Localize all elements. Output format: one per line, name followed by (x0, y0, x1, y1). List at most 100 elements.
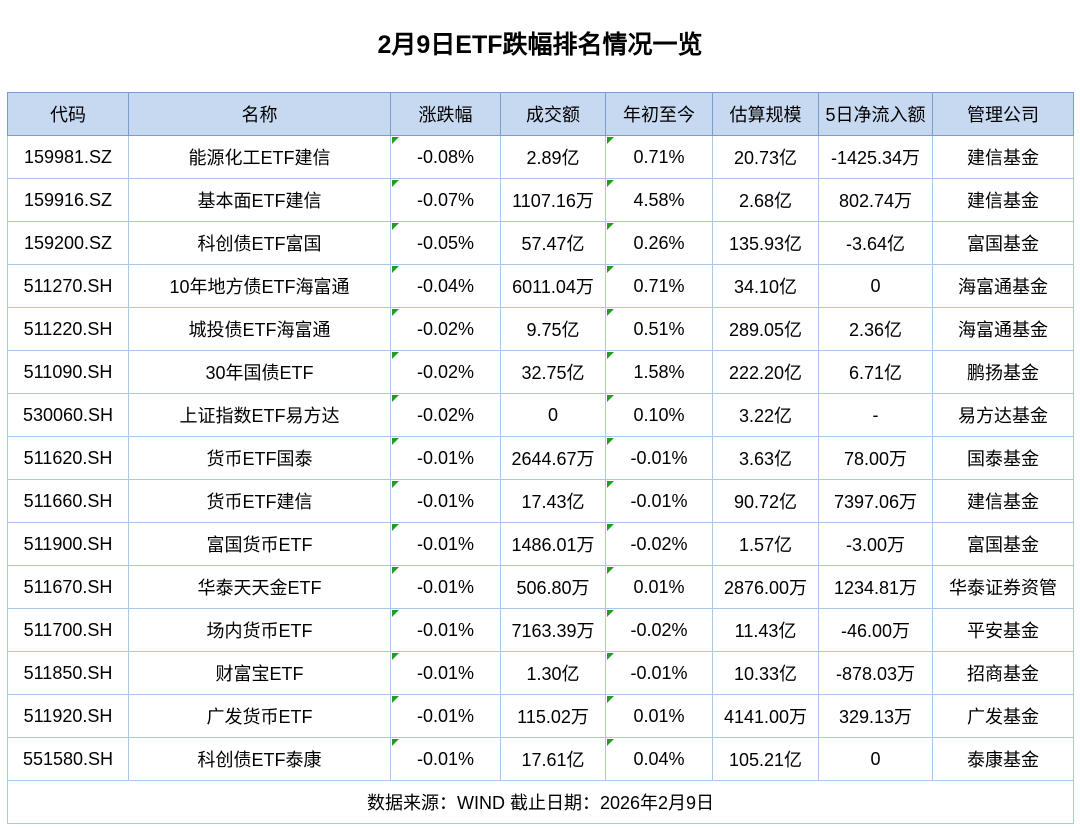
green-triangle-icon (607, 352, 614, 359)
table-cell: 招商基金 (932, 651, 1074, 695)
table-cell: 广发货币ETF (128, 694, 391, 738)
table-row: 511090.SH 30年国债ETF -0.02% 32.75亿 1.58% 222.20… (7, 350, 1074, 394)
green-triangle-icon (607, 137, 614, 144)
cell-value: -878.03万 (835, 664, 916, 684)
table-cell: -0.01% (605, 651, 713, 695)
table-cell: 2876.00万 (712, 565, 819, 609)
cell-value: 6011.04万 (512, 277, 594, 297)
cell-value: 科创债ETF富国 (197, 234, 322, 254)
table-cell: 基本面ETF建信 (128, 178, 391, 222)
cell-value: -0.01% (416, 619, 475, 640)
cell-value: 511660.SH (23, 490, 113, 511)
table-cell: 城投债ETF海富通 (128, 307, 391, 351)
cell-value: 1.30亿 (526, 664, 580, 684)
cell-value: 30年国债ETF (205, 363, 314, 383)
header-row: 代码 名称 涨跌幅 成交额 年初至今 估算规模 5日净流入额 管理公司 (7, 92, 1074, 136)
green-triangle-icon (607, 653, 614, 660)
table-cell: 511850.SH (7, 651, 129, 695)
table-cell: 802.74万 (818, 178, 933, 222)
cell-value: -0.01% (416, 576, 475, 597)
table-cell: 货币ETF建信 (128, 479, 391, 523)
cell-value: -3.00万 (845, 535, 906, 555)
cell-value: 511220.SH (23, 318, 113, 339)
table-cell: -0.02% (605, 522, 713, 566)
cell-value: 511700.SH (23, 619, 113, 640)
table-cell: 海富通基金 (932, 307, 1074, 351)
cell-value: 159916.SZ (23, 189, 113, 210)
cell-value: 0.01% (633, 576, 685, 597)
table-cell: 0.04% (605, 737, 713, 781)
table-cell: 0.51% (605, 307, 713, 351)
table-cell: 6.71亿 (818, 350, 933, 394)
table-cell: 建信基金 (932, 479, 1074, 523)
table-cell: 0 (818, 737, 933, 781)
column-header: 涨跌幅 (390, 92, 501, 136)
cell-value: -0.07% (416, 189, 475, 210)
green-triangle-icon (392, 180, 399, 187)
cell-value: 货币ETF国泰 (206, 449, 313, 469)
cell-value: 海富通基金 (958, 277, 1048, 297)
cell-value: 富国基金 (967, 234, 1039, 254)
table-cell: 511700.SH (7, 608, 129, 652)
cell-value: -0.01% (416, 490, 475, 511)
cell-value: 平安基金 (967, 621, 1039, 641)
cell-value: -0.01% (416, 533, 475, 554)
table-cell: 159916.SZ (7, 178, 129, 222)
green-triangle-icon (607, 481, 614, 488)
cell-value: 0.71% (633, 146, 685, 167)
table-cell: -0.01% (605, 436, 713, 480)
table-cell: 11.43亿 (712, 608, 819, 652)
table-cell: 货币ETF国泰 (128, 436, 391, 480)
table-cell: 159200.SZ (7, 221, 129, 265)
cell-value: 222.20亿 (728, 363, 803, 383)
cell-value: 泰康基金 (967, 750, 1039, 770)
table-cell: 0 (818, 264, 933, 308)
column-header: 5日净流入额 (818, 92, 933, 136)
table-cell: 3.22亿 (712, 393, 819, 437)
table-cell: 华泰证券资管 (932, 565, 1074, 609)
table-cell: 1107.16万 (500, 178, 606, 222)
cell-value: 0.04% (633, 748, 685, 769)
column-header: 代码 (7, 92, 129, 136)
cell-value: 科创债ETF泰康 (197, 750, 322, 770)
cell-value: 511850.SH (23, 662, 113, 683)
cell-value: 0.51% (633, 318, 685, 339)
table-cell: 富国货币ETF (128, 522, 391, 566)
table-cell: -0.04% (390, 264, 501, 308)
table-cell: 鹏扬基金 (932, 350, 1074, 394)
table-row: 511660.SH 货币ETF建信 -0.01% 17.43亿 -0.01% 90.72亿… (7, 479, 1074, 523)
table-cell: 530060.SH (7, 393, 129, 437)
cell-value: 易方达基金 (958, 406, 1048, 426)
cell-value: 1.57亿 (738, 535, 793, 555)
table-row: 511700.SH 场内货币ETF -0.01% 7163.39万 -0.02% 11.4… (7, 608, 1074, 652)
table-cell: 富国基金 (932, 221, 1074, 265)
table-cell: 78.00万 (818, 436, 933, 480)
cell-value: 20.73亿 (733, 148, 798, 168)
cell-value: 10.33亿 (733, 664, 798, 684)
cell-value: -1425.34万 (830, 148, 921, 168)
cell-value: 1234.81万 (833, 578, 918, 598)
table-cell: -3.00万 (818, 522, 933, 566)
table-body: 159981.SZ 能源化工ETF建信 -0.08% 2.89亿 0.71% 20.73亿… (7, 135, 1074, 781)
cell-value: -0.02% (416, 361, 475, 382)
cell-value: 建信基金 (967, 191, 1039, 211)
table-cell: -0.01% (390, 651, 501, 695)
table-cell: 551580.SH (7, 737, 129, 781)
table-cell: -46.00万 (818, 608, 933, 652)
table-cell: 506.80万 (500, 565, 606, 609)
cell-value: 4141.00万 (723, 707, 808, 727)
cell-value: 506.80万 (516, 578, 590, 598)
cell-value: 289.05亿 (728, 320, 803, 340)
cell-value: -0.02% (416, 318, 475, 339)
green-triangle-icon (392, 266, 399, 273)
green-triangle-icon (392, 696, 399, 703)
table-cell: 159981.SZ (7, 135, 129, 179)
table-cell: 9.75亿 (500, 307, 606, 351)
table-cell: 34.10亿 (712, 264, 819, 308)
cell-value: 3.63亿 (738, 449, 793, 469)
cell-value: 57.47亿 (521, 234, 585, 254)
green-triangle-icon (392, 395, 399, 402)
table-cell: -0.01% (390, 436, 501, 480)
cell-value: 511670.SH (23, 576, 113, 597)
cell-value: 34.10亿 (733, 277, 798, 297)
